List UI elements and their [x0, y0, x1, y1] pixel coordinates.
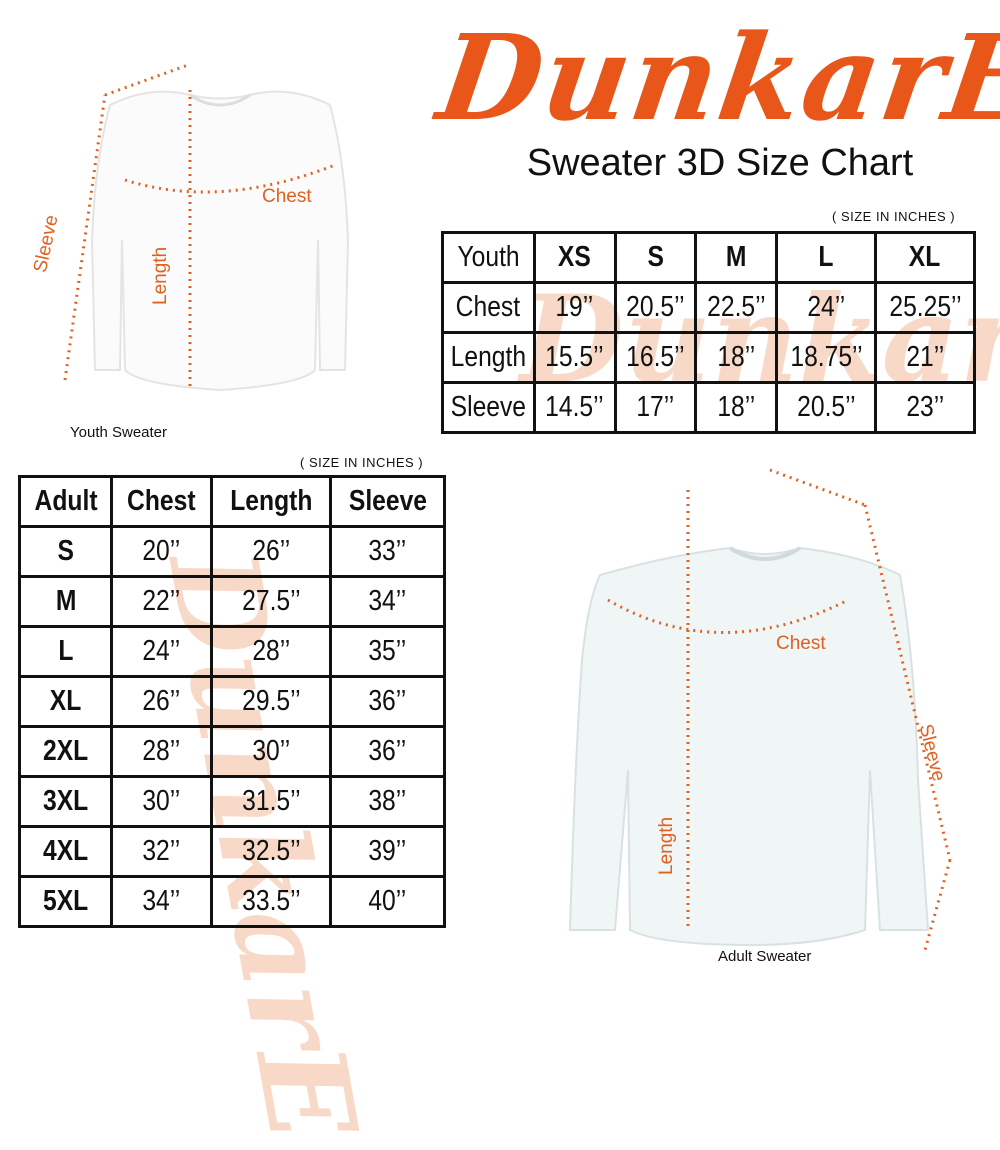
table-cell: 34’’: [110, 875, 214, 928]
table-cell: 20.5’’: [613, 281, 698, 334]
table-cell: 27.5’’: [210, 575, 333, 628]
table-row: XL 26’’ 29.5’’ 36’’: [17, 675, 446, 728]
row-label: M: [17, 575, 114, 628]
table-row: 5XL 34’’ 33.5’’ 40’’: [17, 875, 446, 928]
table-cell: 29.5’’: [210, 675, 333, 728]
table-cell: 32’’: [110, 825, 214, 878]
table-header-row: Youth XS S M L XL: [441, 231, 976, 284]
row-label: L: [17, 625, 114, 678]
header-cell: Sleeve: [329, 475, 446, 528]
adult-sweater-caption: Adult Sweater: [718, 948, 812, 965]
table-cell: 18’’: [694, 331, 779, 384]
row-label: 5XL: [17, 875, 114, 928]
table-cell: 30’’: [210, 725, 333, 778]
table-cell: 22.5’’: [694, 281, 779, 334]
table-cell: 22’’: [110, 575, 214, 628]
table-row: 3XL 30’’ 31.5’’ 38’’: [17, 775, 446, 828]
youth-sweater-illustration: [63, 63, 350, 392]
table-cell: 34’’: [329, 575, 446, 628]
youth-sleeve-measure: [63, 94, 107, 381]
table-cell: 31.5’’: [210, 775, 333, 828]
adult-sleeve-measure: [769, 468, 866, 507]
table-cell: 25.25’’: [874, 281, 976, 334]
table-cell: 33.5’’: [210, 875, 333, 928]
table-cell: 36’’: [329, 725, 446, 778]
table-row: M 22’’ 27.5’’ 34’’: [17, 575, 446, 628]
table-cell: 21’’: [874, 331, 976, 384]
table-cell: 33’’: [329, 525, 446, 578]
row-label: 4XL: [17, 825, 114, 878]
adult-chest-label: Chest: [776, 633, 826, 654]
table-cell: 20.5’’: [775, 381, 878, 434]
table-cell: 14.5’’: [532, 381, 617, 434]
table-header-row: Adult Chest Length Sleeve: [17, 475, 446, 528]
table-cell: 18.75’’: [775, 331, 878, 384]
header-cell: XL: [874, 231, 976, 284]
table-cell: 35’’: [329, 625, 446, 678]
table-cell: 28’’: [110, 725, 214, 778]
table-row: 4XL 32’’ 32.5’’ 39’’: [17, 825, 446, 878]
adult-sweater-shape: [568, 546, 930, 947]
table-cell: 39’’: [329, 825, 446, 878]
table-row: 2XL 28’’ 30’’ 36’’: [17, 725, 446, 778]
table-cell: 36’’: [329, 675, 446, 728]
table-cell: 30’’: [110, 775, 214, 828]
row-label: XL: [17, 675, 114, 728]
youth-length-label: Length: [150, 246, 171, 305]
header-cell: Length: [210, 475, 333, 528]
brand-logo: DunkarE: [430, 8, 1000, 147]
youth-chest-label: Chest: [262, 186, 312, 207]
row-label: Sleeve: [441, 381, 536, 434]
adult-length-label: Length: [656, 816, 677, 875]
table-row: S 20’’ 26’’ 33’’: [17, 525, 446, 578]
header-cell: Chest: [110, 475, 214, 528]
row-label: 2XL: [17, 725, 114, 778]
table-cell: 19’’: [532, 281, 617, 334]
header-cell: M: [694, 231, 779, 284]
table-row: L 24’’ 28’’ 35’’: [17, 625, 446, 678]
youth-size-table: Youth XS S M L XL Chest 19’’ 20.5’’ 22.5…: [441, 231, 976, 434]
table-cell: 17’’: [613, 381, 698, 434]
table-cell: 20’’: [110, 525, 214, 578]
table-cell: 16.5’’: [613, 331, 698, 384]
header-cell: Adult: [17, 475, 114, 528]
table-cell: 24’’: [775, 281, 878, 334]
table-cell: 24’’: [110, 625, 214, 678]
adult-sweater-illustration: [568, 468, 952, 951]
youth-sweater-caption: Youth Sweater: [70, 424, 168, 441]
table-row: Length 15.5’’ 16.5’’ 18’’ 18.75’’ 21’’: [441, 331, 976, 384]
header-cell: L: [775, 231, 878, 284]
row-label: S: [17, 525, 114, 578]
row-label: Length: [441, 331, 536, 384]
adult-unit-note: ( SIZE IN INCHES ): [300, 455, 424, 470]
row-label: 3XL: [17, 775, 114, 828]
youth-unit-note: ( SIZE IN INCHES ): [832, 209, 956, 224]
table-cell: 38’’: [329, 775, 446, 828]
table-row: Chest 19’’ 20.5’’ 22.5’’ 24’’ 25.25’’: [441, 281, 976, 334]
youth-sweater-shape: [90, 90, 350, 392]
table-cell: 26’’: [210, 525, 333, 578]
table-cell: 32.5’’: [210, 825, 333, 878]
table-cell: 26’’: [110, 675, 214, 728]
adult-size-table: Adult Chest Length Sleeve S 20’’ 26’’ 33’’ M…: [17, 475, 446, 928]
header-cell: XS: [532, 231, 617, 284]
header-cell: Youth: [441, 231, 536, 284]
row-label: Chest: [441, 281, 536, 334]
table-cell: 23’’: [874, 381, 976, 434]
header-cell: S: [613, 231, 698, 284]
table-row: Sleeve 14.5’’ 17’’ 18’’ 20.5’’ 23’’: [441, 381, 976, 434]
table-cell: 28’’: [210, 625, 333, 678]
table-cell: 18’’: [694, 381, 779, 434]
table-cell: 15.5’’: [532, 331, 617, 384]
page-title: Sweater 3D Size Chart: [526, 142, 914, 184]
table-cell: 40’’: [329, 875, 446, 928]
